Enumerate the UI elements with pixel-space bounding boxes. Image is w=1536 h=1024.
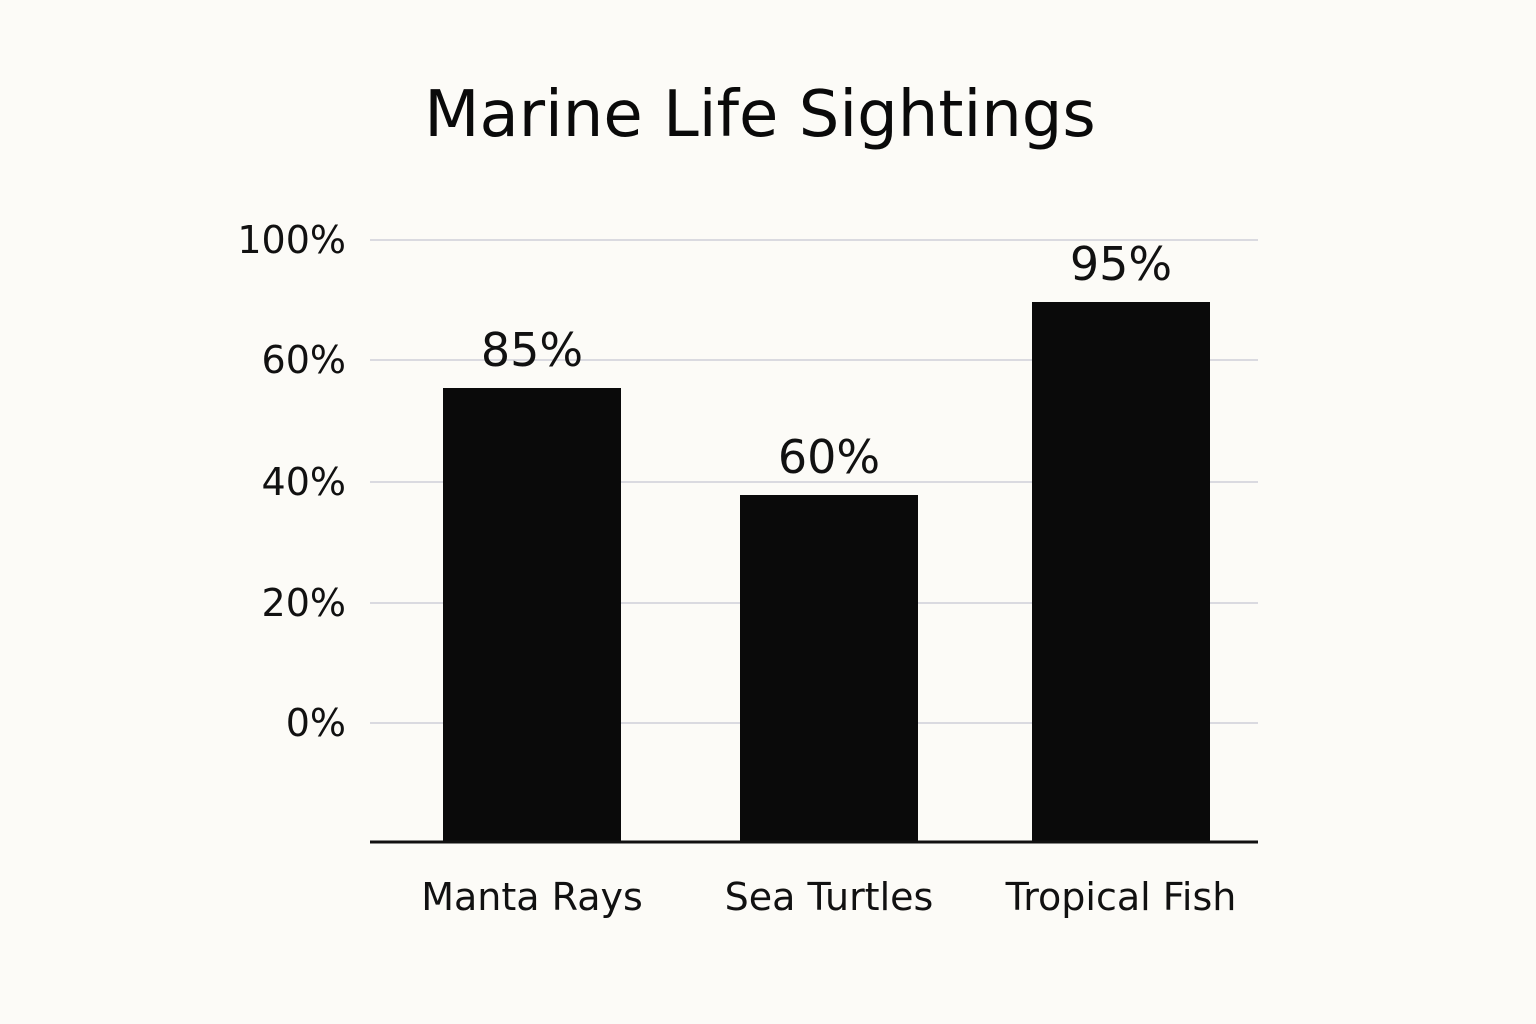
y-tick-label: 60%: [262, 338, 346, 382]
bar-manta-rays: [443, 388, 621, 842]
chart-title: Marine Life Sightings: [424, 78, 1096, 152]
x-category-label: Tropical Fish: [1005, 875, 1237, 919]
bar-value-label: 95%: [1070, 237, 1172, 291]
y-tick-label: 40%: [262, 460, 346, 504]
bar-sea-turtles: [740, 495, 918, 842]
x-category-label: Sea Turtles: [725, 875, 934, 919]
x-axis-category-labels: Manta Rays Sea Turtles Tropical Fish: [421, 875, 1236, 919]
y-axis-tick-labels: 0% 20% 40% 60% 100%: [237, 218, 346, 745]
bar-value-label: 85%: [481, 323, 583, 377]
y-tick-label: 0%: [286, 701, 346, 745]
bars: [443, 302, 1210, 842]
y-tick-label: 20%: [262, 581, 346, 625]
x-category-label: Manta Rays: [421, 875, 643, 919]
bar-tropical-fish: [1032, 302, 1210, 842]
bar-value-labels: 85% 60% 95%: [481, 237, 1172, 484]
y-tick-label: 100%: [237, 218, 346, 262]
bar-value-label: 60%: [778, 430, 880, 484]
